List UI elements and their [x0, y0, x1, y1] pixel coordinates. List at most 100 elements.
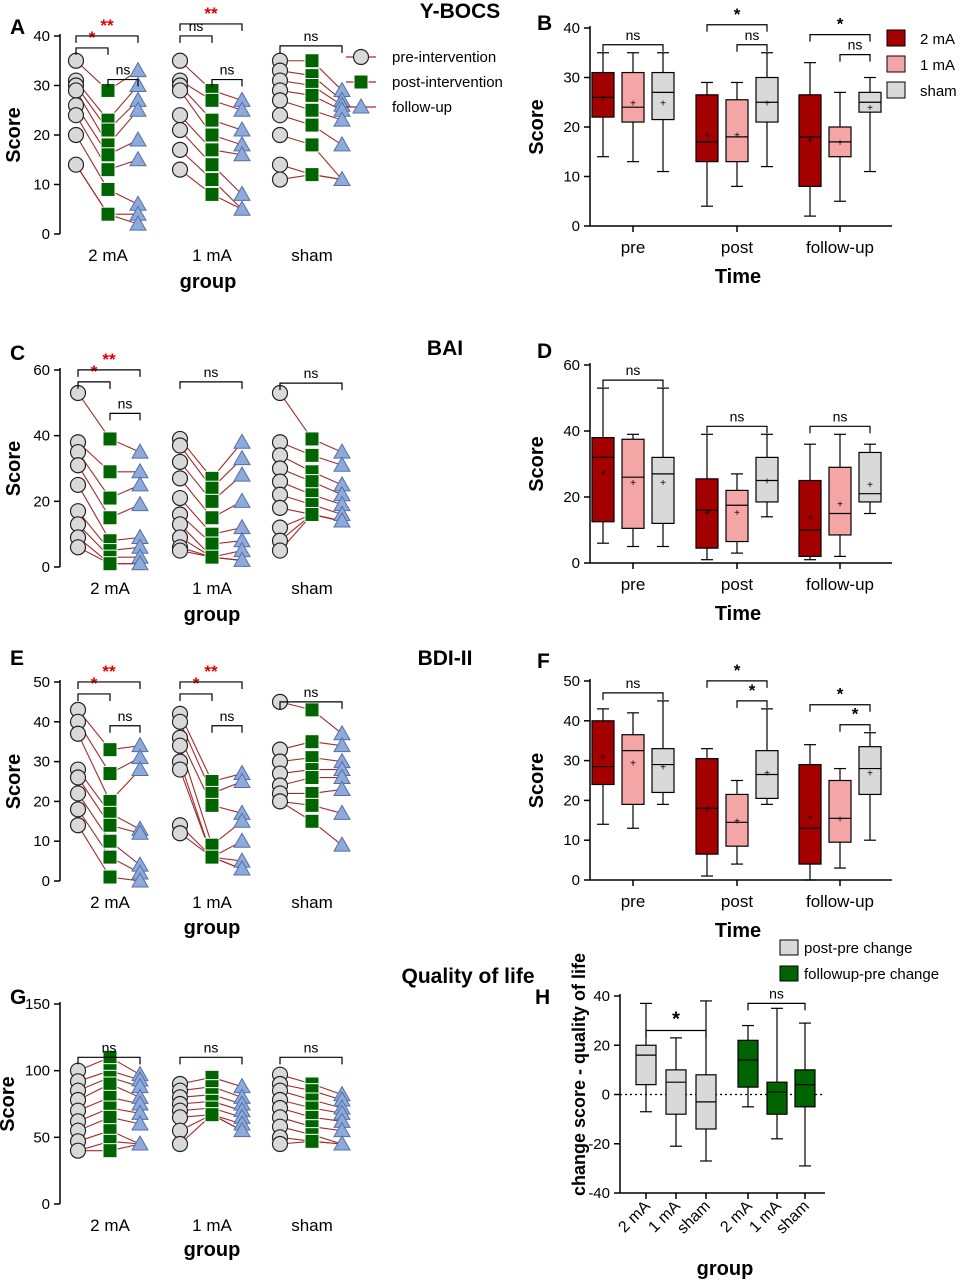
y-tick-label: 20 — [33, 793, 50, 810]
significance-bracket — [77, 381, 111, 389]
post-point — [102, 556, 118, 572]
post-point — [304, 702, 320, 718]
follow-up-point — [131, 495, 149, 512]
mean-marker: + — [630, 759, 636, 770]
significance-bracket — [706, 425, 768, 434]
pre-point — [171, 542, 189, 559]
pre-point — [69, 476, 87, 494]
pre-point — [69, 769, 87, 786]
y-tick-label: 40 — [563, 423, 580, 440]
y-tick-label: 60 — [33, 362, 50, 379]
post-point — [304, 770, 320, 786]
significance-label: ns — [220, 62, 235, 78]
pre-point — [69, 817, 87, 834]
pre-point — [69, 539, 87, 556]
box — [725, 489, 749, 543]
panel-title: Quality of life — [401, 965, 534, 988]
y-tick-label: 0 — [602, 1087, 610, 1104]
x-tick-label: sham — [674, 1198, 714, 1238]
y-axis-title: Score — [526, 436, 548, 492]
subject-line — [75, 134, 109, 190]
significance-bracket — [179, 381, 243, 389]
significance-bracket — [706, 680, 768, 688]
post-point — [100, 181, 116, 197]
y-tick-label: 20 — [563, 119, 580, 136]
follow-up-point — [131, 760, 149, 777]
box — [651, 71, 675, 121]
post-point — [102, 431, 118, 447]
significance-bracket — [75, 35, 139, 43]
y-tick-label: 100 — [25, 1063, 50, 1080]
significance-label: * — [91, 362, 98, 381]
y-tick-label: 10 — [563, 832, 580, 849]
post-point — [100, 206, 116, 222]
significance-bracket — [809, 425, 871, 434]
post-point — [304, 813, 320, 829]
mean-marker: + — [764, 769, 770, 780]
panel-label: G — [10, 986, 26, 1009]
follow-up-point — [333, 836, 351, 852]
significance-bracket — [747, 1002, 806, 1011]
y-tick-label: 40 — [33, 714, 50, 731]
box — [858, 451, 882, 503]
x-axis-title: group — [180, 271, 237, 293]
significance-label: * — [837, 685, 844, 704]
y-tick-label: 10 — [563, 169, 580, 186]
post-point — [102, 849, 118, 865]
box — [858, 746, 882, 796]
pre-point — [171, 713, 189, 730]
follow-up-point — [233, 860, 251, 876]
post-point — [204, 92, 220, 108]
y-tick-label: 40 — [593, 988, 610, 1005]
follow-up-point — [129, 215, 147, 231]
subject-line — [279, 392, 313, 440]
significance-label: ns — [189, 18, 204, 34]
x-axis-title: Time — [715, 920, 761, 942]
x-tick-label: follow-up — [806, 575, 874, 594]
significance-label: ns — [304, 365, 319, 381]
x-tick-label: 1 mA — [192, 1216, 232, 1235]
mean-marker: + — [867, 769, 873, 780]
significance-bracket — [179, 23, 243, 31]
pre-point — [171, 437, 189, 454]
y-tick-label: 50 — [33, 1129, 50, 1146]
significance-label: * — [193, 674, 200, 693]
panel-title: BAI — [427, 337, 463, 360]
follow-up-point — [131, 443, 149, 459]
post-point — [102, 1076, 118, 1092]
y-tick-label: 40 — [33, 428, 50, 445]
legend-label: pre-intervention — [392, 49, 496, 66]
mean-marker: + — [600, 468, 606, 479]
y-tick-label: 50 — [33, 674, 50, 691]
significance-label: ** — [102, 662, 116, 681]
pre-point — [171, 121, 189, 139]
post-point — [102, 1143, 118, 1159]
significance-bracket — [77, 369, 141, 377]
significance-bracket — [839, 54, 871, 62]
box — [828, 466, 852, 536]
significance-label: * — [91, 674, 98, 693]
box — [621, 438, 645, 529]
panel-label: D — [537, 340, 552, 363]
y-tick-label: 30 — [33, 78, 50, 95]
panel-label: A — [10, 16, 25, 39]
post-point — [304, 53, 320, 69]
legend-marker — [352, 97, 370, 114]
mean-marker: + — [807, 135, 813, 146]
significance-bracket — [77, 1056, 141, 1065]
box — [635, 1044, 657, 1086]
post-point — [204, 510, 220, 526]
mean-marker: + — [660, 763, 666, 774]
box — [665, 1069, 687, 1115]
pre-point — [271, 156, 289, 173]
subject-line — [77, 392, 111, 440]
follow-up-point — [233, 145, 251, 162]
follow-up-point — [233, 101, 251, 117]
post-point — [304, 506, 320, 522]
pre-point — [67, 126, 85, 144]
subject-line — [77, 809, 111, 858]
panel-label: B — [537, 12, 552, 35]
significance-bracket — [279, 382, 343, 391]
y-tick-label: -20 — [588, 1136, 610, 1153]
legend-marker — [353, 74, 369, 90]
